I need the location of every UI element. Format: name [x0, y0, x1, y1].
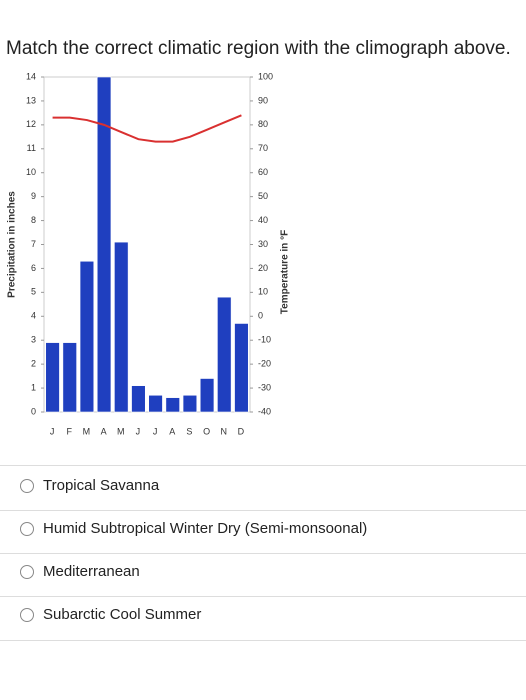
temperature-line: [52, 114, 242, 143]
option[interactable]: Subarctic Cool Summer: [20, 606, 201, 623]
x-tick-label: J: [153, 426, 159, 436]
bar: [217, 296, 232, 413]
x-tick-label: J: [50, 426, 56, 436]
y2-tick-label: 50: [258, 191, 268, 201]
y-tick-label: 2: [31, 359, 36, 369]
x-tick-label: J: [136, 426, 142, 436]
y2-tick-label: 70: [258, 143, 268, 153]
separator: [0, 510, 526, 511]
y2-tick-label: 20: [258, 263, 268, 273]
option-label[interactable]: Subarctic Cool Summer: [43, 606, 202, 623]
y2-tick-label: 60: [258, 167, 268, 177]
bar: [148, 394, 163, 413]
y-tick-label: 11: [27, 143, 36, 153]
option[interactable]: Mediterranean: [20, 563, 140, 580]
radio-button[interactable]: [20, 478, 34, 493]
bar: [79, 260, 95, 413]
y-tick-label: 1: [31, 382, 36, 392]
y-tick-label: 4: [31, 311, 36, 321]
x-tick-label: D: [238, 426, 246, 436]
x-tick-label: N: [221, 426, 229, 436]
y-tick-label: 13: [26, 95, 36, 105]
question: Match the correct climatic region with t…: [6, 38, 511, 59]
x-tick-label: A: [101, 426, 108, 436]
radio-button[interactable]: [20, 607, 34, 622]
climograph: 01234567891011121314-40-30-20-1001020304…: [7, 71, 291, 436]
option[interactable]: Tropical Savanna: [20, 477, 159, 494]
y2-tick-label: -20: [258, 359, 271, 369]
x-tick-label: O: [203, 426, 211, 436]
x-tick-label: M: [117, 426, 126, 436]
radio-button[interactable]: [20, 564, 34, 579]
y-axis-title: Precipitation in inches: [7, 191, 18, 298]
bar: [114, 241, 129, 413]
y2-tick-label: -40: [258, 406, 271, 416]
bar: [165, 397, 180, 413]
x-tick-label: M: [83, 426, 92, 436]
bar: [45, 342, 60, 413]
x-tick-label: F: [67, 426, 74, 436]
y-tick-label: 8: [31, 215, 36, 225]
y2-tick-label: 0: [258, 311, 263, 321]
y2-axis-title: Temperature in °F: [280, 230, 291, 314]
y2-tick-label: 30: [258, 239, 268, 249]
y2-tick-label: -30: [258, 382, 271, 392]
y-tick-label: 7: [31, 239, 36, 249]
y2-tick-label: 40: [258, 215, 268, 225]
y-tick-label: 3: [31, 335, 36, 345]
y2-tick-label: 100: [258, 71, 273, 81]
separator: [0, 596, 526, 597]
separator: [0, 553, 526, 554]
y-tick-label: 12: [26, 119, 36, 129]
y2-tick-label: 80: [258, 119, 268, 129]
radio-button[interactable]: [20, 521, 34, 536]
y2-tick-label: 90: [258, 95, 268, 105]
y-tick-label: 6: [31, 263, 36, 273]
x-tick-label: S: [186, 426, 193, 436]
option[interactable]: Humid Subtropical Winter Dry (Semi-monso…: [20, 520, 367, 537]
bar: [234, 323, 249, 413]
y-tick-label: 9: [31, 191, 36, 201]
bar: [182, 394, 198, 413]
option-label[interactable]: Humid Subtropical Winter Dry (Semi-monso…: [43, 520, 368, 537]
x-tick-label: A: [169, 426, 176, 436]
bar: [199, 378, 215, 413]
y2-tick-label: 10: [258, 287, 268, 297]
bar: [131, 385, 146, 413]
y-tick-label: 0: [31, 406, 36, 416]
bar: [62, 342, 77, 413]
y-tick-label: 5: [31, 287, 36, 297]
separator: [0, 465, 526, 466]
y-tick-label: 14: [26, 71, 36, 81]
option-label[interactable]: Mediterranean: [43, 563, 140, 580]
option-label[interactable]: Tropical Savanna: [43, 477, 160, 494]
separator: [0, 640, 526, 641]
bar: [96, 76, 112, 413]
y-tick-label: 10: [26, 167, 36, 177]
y2-tick-label: -10: [258, 335, 271, 345]
